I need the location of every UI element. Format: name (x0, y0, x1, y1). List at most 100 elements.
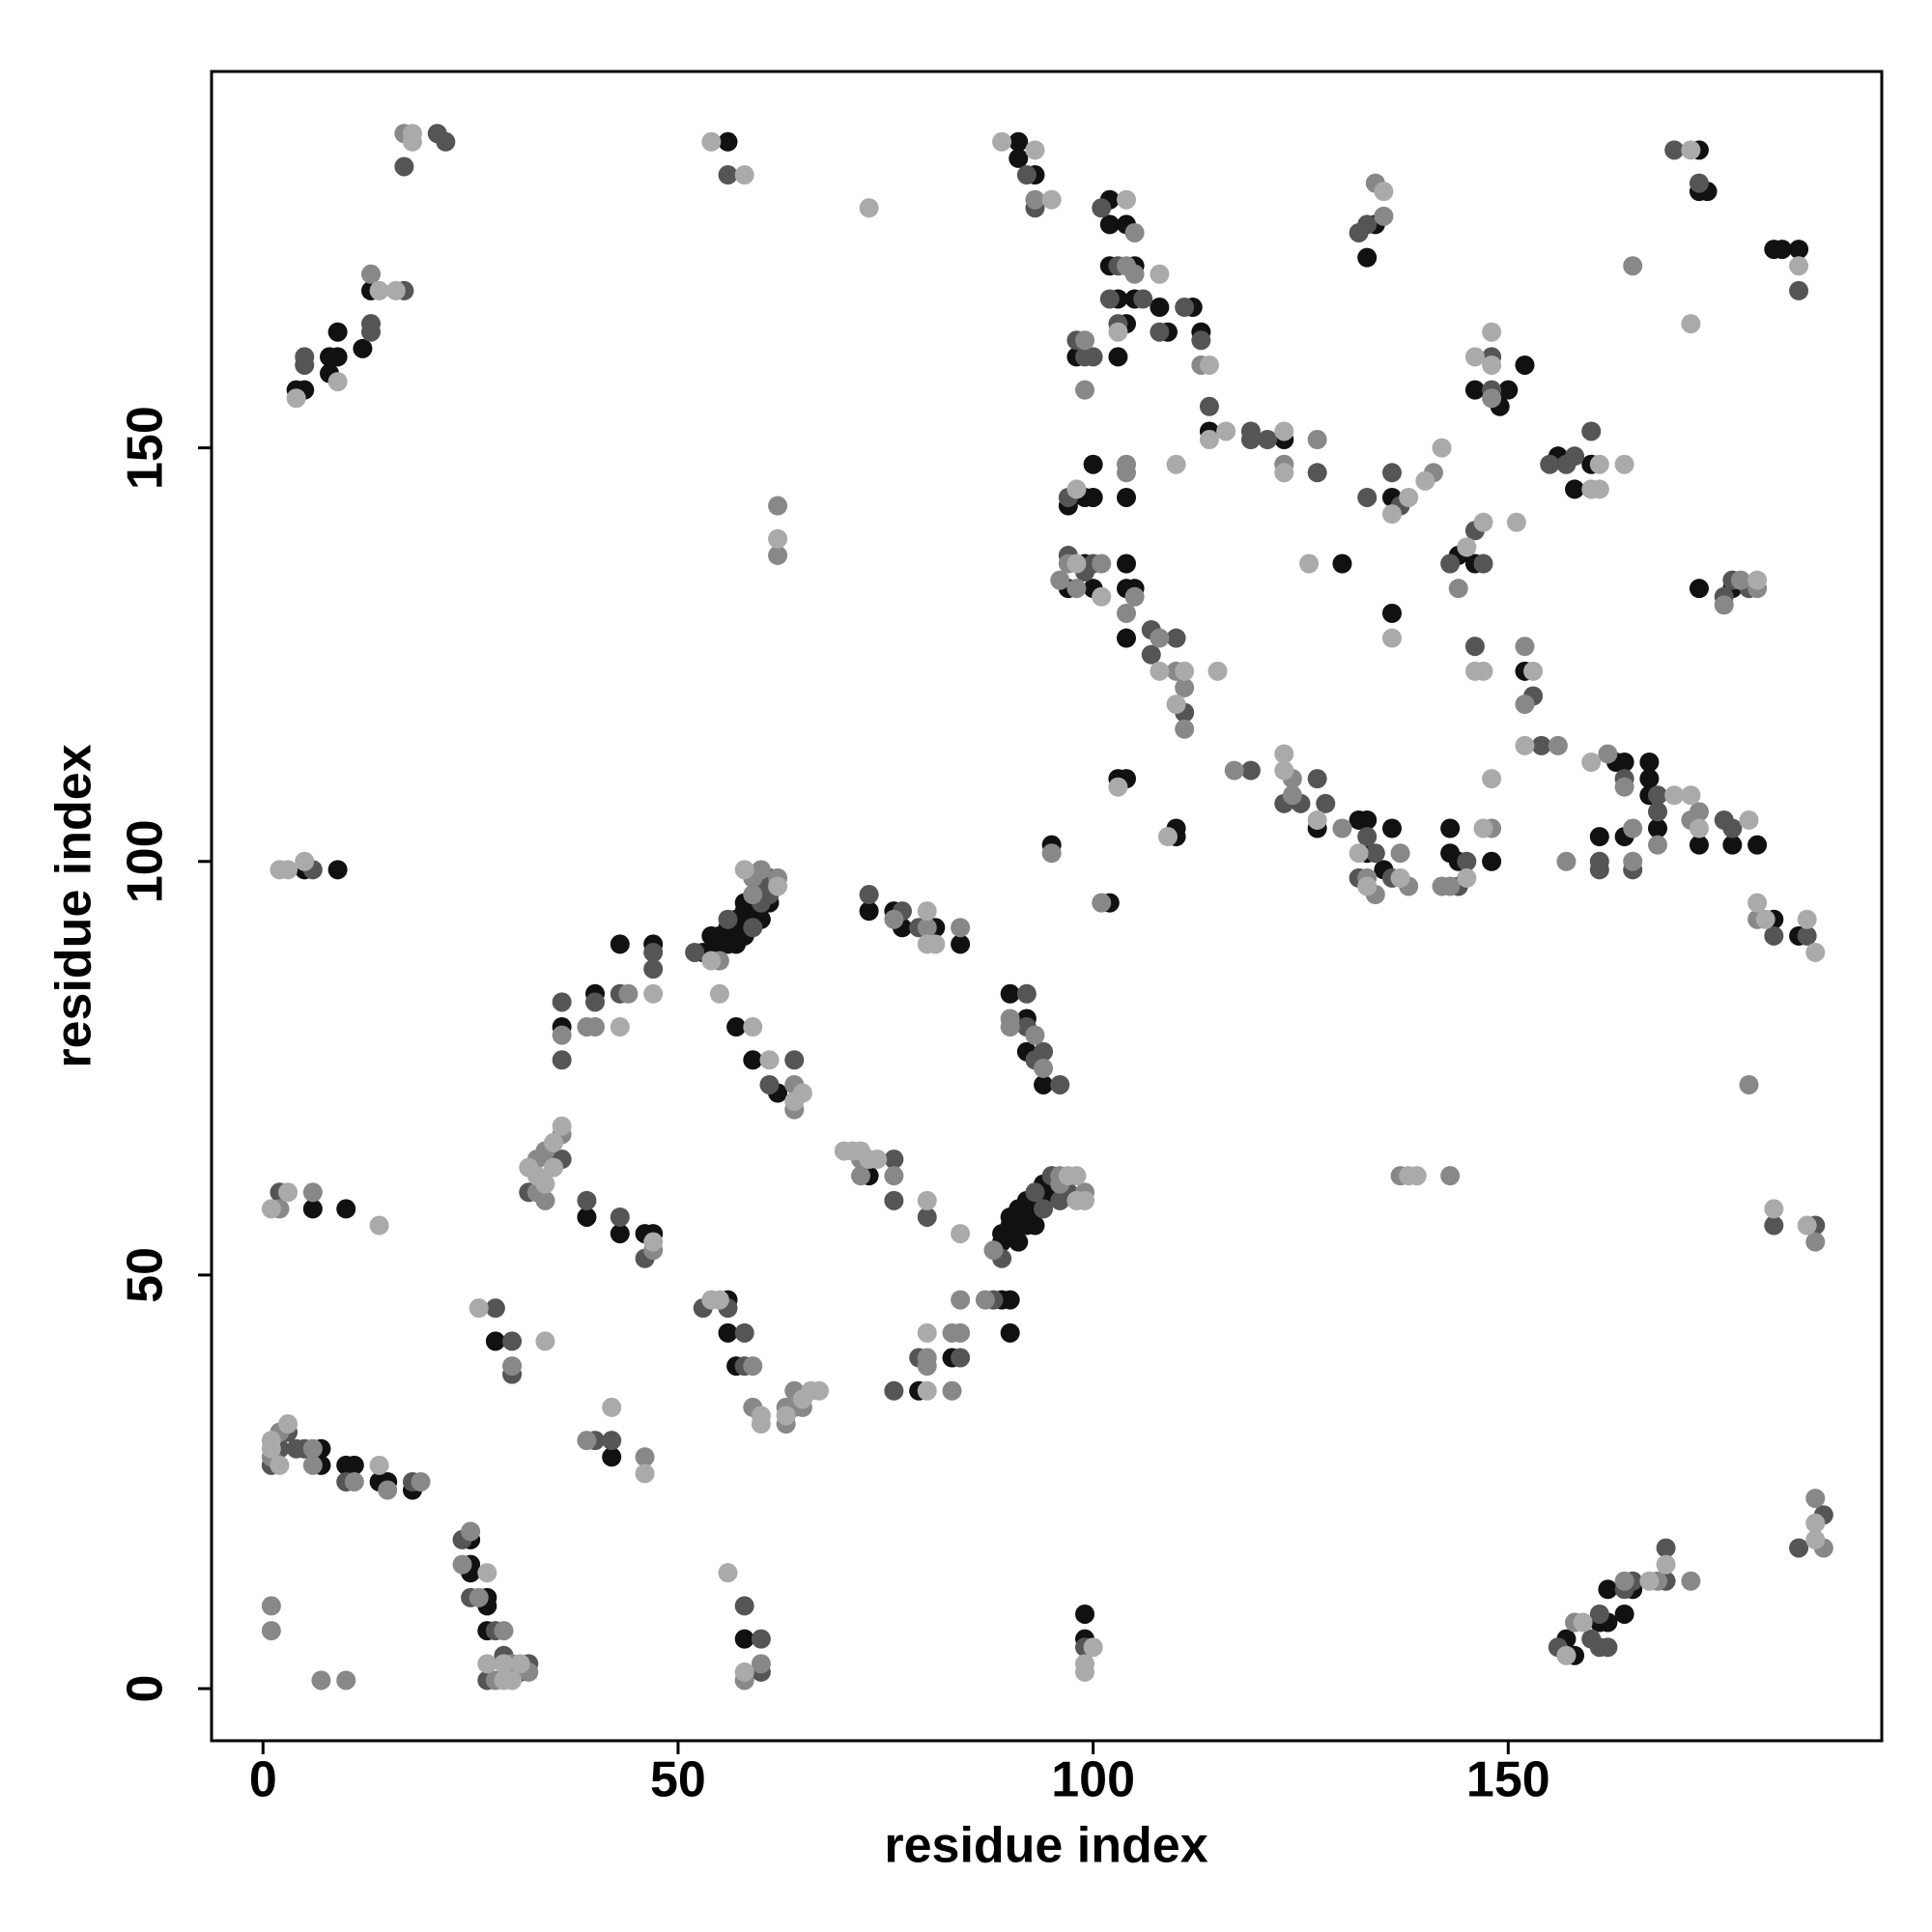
point (1332, 554, 1352, 574)
point (1050, 570, 1070, 590)
point (1133, 289, 1153, 309)
point (585, 1017, 606, 1037)
point (1299, 554, 1320, 574)
point (1157, 827, 1178, 847)
point (1016, 983, 1037, 1004)
point (1515, 637, 1535, 657)
point (726, 1017, 747, 1037)
point (1789, 240, 1809, 260)
point (1216, 421, 1236, 441)
point (1482, 355, 1502, 375)
point (1099, 289, 1120, 309)
point (535, 1331, 555, 1351)
point (1381, 603, 1402, 623)
point (718, 1563, 738, 1583)
point (577, 1190, 597, 1210)
point (1656, 1538, 1676, 1558)
point (1598, 744, 1618, 764)
point (709, 1290, 729, 1310)
point (1025, 140, 1045, 160)
point (951, 1322, 971, 1343)
point (610, 934, 630, 954)
point (1689, 173, 1709, 193)
point (1639, 769, 1660, 789)
point (385, 280, 406, 300)
point (1681, 1571, 1701, 1591)
point (286, 388, 306, 409)
point (1722, 818, 1743, 838)
point (1589, 827, 1609, 847)
point (1523, 661, 1544, 681)
point (469, 1298, 489, 1319)
point (1406, 1166, 1427, 1186)
point (1365, 843, 1385, 864)
point (1565, 446, 1585, 467)
point (1722, 835, 1743, 855)
point (751, 1654, 771, 1674)
point (494, 1621, 514, 1641)
point (1573, 1612, 1593, 1633)
point (1175, 661, 1195, 681)
point (302, 1438, 323, 1459)
point (1589, 454, 1609, 474)
point (477, 1563, 497, 1583)
point (1664, 785, 1685, 806)
point (1199, 430, 1219, 450)
point (884, 1150, 904, 1170)
point (1639, 1571, 1660, 1591)
point (1614, 753, 1634, 773)
point (701, 131, 722, 152)
point (1440, 818, 1461, 838)
point (1075, 330, 1095, 351)
point (494, 1654, 514, 1674)
point (643, 959, 664, 980)
point (1124, 264, 1145, 284)
point (327, 322, 348, 342)
point (1083, 454, 1103, 474)
point (884, 909, 904, 929)
y-tick-label: 150 (118, 406, 174, 490)
point (1240, 760, 1261, 781)
point (1374, 182, 1394, 202)
point (951, 918, 971, 938)
point (1482, 388, 1502, 409)
point (925, 934, 946, 954)
point (327, 860, 348, 880)
point (743, 1356, 763, 1377)
x-tick-label: 0 (249, 1752, 277, 1808)
point (1034, 1074, 1054, 1094)
point (1066, 1166, 1087, 1186)
point (1240, 430, 1261, 450)
point (1681, 785, 1701, 806)
point (1506, 512, 1526, 532)
point (810, 1380, 830, 1401)
point (776, 1406, 796, 1426)
point (867, 1150, 888, 1170)
point (1274, 463, 1294, 483)
point (983, 1240, 1004, 1261)
point (1191, 330, 1211, 351)
point (336, 1199, 356, 1219)
point (1307, 430, 1327, 450)
point (917, 918, 937, 938)
point (436, 131, 456, 152)
point (1473, 512, 1493, 532)
point (784, 1050, 805, 1070)
point (1464, 347, 1485, 367)
point (992, 131, 1012, 152)
point (1689, 802, 1709, 822)
point (485, 1331, 505, 1351)
point (718, 131, 738, 152)
point (278, 860, 298, 880)
point (1357, 827, 1378, 847)
point (1108, 347, 1128, 367)
point (270, 1455, 290, 1475)
point (743, 1017, 763, 1037)
point (743, 918, 763, 938)
point (884, 1190, 904, 1210)
point (1598, 1579, 1618, 1600)
point (1797, 909, 1817, 929)
point (1440, 554, 1461, 574)
point (1473, 818, 1493, 838)
